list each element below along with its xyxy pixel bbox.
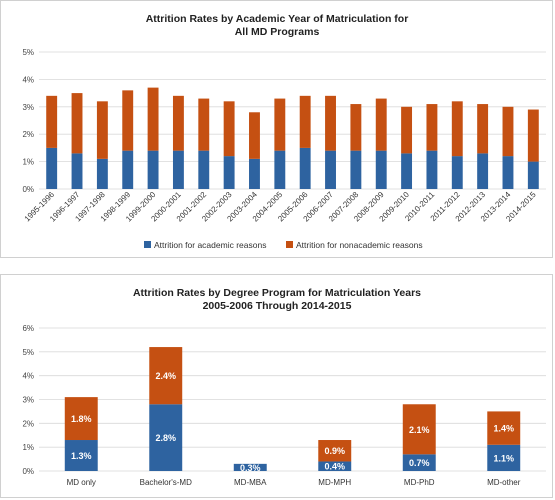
bar-segment-nonacademic — [527, 109, 539, 162]
bar-segment-academic — [198, 150, 210, 189]
bar-segment-academic — [502, 156, 514, 189]
x-tick-label: MD-MBA — [234, 478, 267, 487]
bar-segment-nonacademic — [172, 95, 184, 151]
bar-segment-academic — [122, 150, 134, 189]
x-tick-label: MD-other — [487, 478, 521, 487]
bar-segment-nonacademic — [149, 347, 183, 405]
bar-segment-nonacademic — [426, 104, 438, 151]
x-tick-label: Bachelor's-MD — [140, 478, 192, 487]
data-label: 0.7% — [409, 458, 430, 468]
bar-segment-nonacademic — [318, 440, 352, 462]
y-tick-label: 2% — [22, 419, 34, 428]
data-label: 0.3% — [240, 463, 261, 473]
bar-segment-nonacademic — [64, 397, 98, 441]
data-label: 0.4% — [324, 462, 345, 472]
bar-segment-academic — [477, 153, 489, 189]
data-label: 0.9% — [324, 446, 345, 456]
chart-panel-by-year: Attrition Rates by Academic Year of Matr… — [0, 0, 553, 258]
bar-segment-nonacademic — [375, 98, 387, 151]
x-tick-label: MD-PhD — [404, 478, 435, 487]
bar-segment-nonacademic — [122, 90, 134, 151]
bar-segment-academic — [96, 158, 108, 189]
bar-segment-academic — [299, 147, 311, 189]
legend-label-academic: Attrition for academic reasons — [154, 240, 266, 250]
x-tick-label: MD-MPH — [318, 478, 351, 487]
data-label: 2.1% — [409, 425, 430, 435]
bar-segment-nonacademic — [402, 404, 436, 455]
bar-segment-academic — [274, 150, 286, 189]
legend-label-nonacademic: Attrition for nonacademic reasons — [296, 240, 423, 250]
bar-segment-academic — [527, 161, 539, 189]
bar-segment-nonacademic — [401, 106, 413, 154]
bar-segment-nonacademic — [198, 98, 210, 151]
bar-segment-nonacademic — [477, 104, 489, 154]
data-label: 1.8% — [71, 414, 92, 424]
bar-segment-nonacademic — [451, 101, 463, 157]
bar-segment-academic — [46, 147, 58, 189]
bar-segment-academic — [318, 461, 352, 471]
x-tick-label: MD only — [67, 478, 96, 487]
bar-segment-nonacademic — [487, 411, 521, 445]
bar-segment-nonacademic — [249, 112, 260, 159]
bar-segment-academic — [375, 150, 387, 189]
bar-segment-academic — [401, 153, 413, 189]
bar-segment-nonacademic — [46, 95, 58, 148]
bar-segment-nonacademic — [71, 93, 83, 154]
legend-swatch-nonacademic — [286, 241, 293, 248]
y-tick-label: 5% — [22, 48, 34, 57]
data-label: 1.1% — [493, 453, 514, 463]
bar-segment-nonacademic — [299, 95, 311, 148]
bar-segment-academic — [451, 156, 463, 189]
bar-segment-academic — [64, 440, 98, 471]
y-tick-label: 0% — [22, 467, 34, 476]
data-label: 2.8% — [155, 433, 176, 443]
y-tick-label: 2% — [22, 130, 34, 139]
chart-title: Attrition Rates by Academic Year of Matr… — [146, 13, 409, 25]
chart-by-program: Attrition Rates by Degree Program for Ma… — [22, 287, 546, 487]
bar-segment-academic — [233, 463, 267, 471]
legend: Attrition for academic reasons Attrition… — [144, 240, 423, 250]
legend-swatch-academic — [144, 241, 151, 248]
bar-segment-academic — [172, 150, 184, 189]
bar-segment-academic — [71, 153, 83, 189]
bar-segment-academic — [402, 454, 436, 471]
bar-segment-nonacademic — [274, 98, 286, 151]
y-tick-label: 4% — [22, 75, 34, 84]
y-tick-label: 0% — [22, 185, 34, 194]
data-label: 2.4% — [155, 371, 176, 381]
bar-segment-nonacademic — [350, 104, 362, 151]
chart-panel-by-program: Attrition Rates by Degree Program for Ma… — [0, 274, 553, 498]
bar-segment-academic — [325, 150, 336, 189]
y-tick-label: 6% — [22, 324, 34, 333]
chart-subtitle: All MD Programs — [235, 26, 320, 38]
chart-subtitle: 2005-2006 Through 2014-2015 — [203, 300, 352, 312]
bar-segment-academic — [223, 156, 235, 189]
data-label: 1.4% — [493, 424, 514, 434]
chart-title: Attrition Rates by Degree Program for Ma… — [133, 287, 421, 299]
bar-segment-academic — [350, 150, 362, 189]
bar-segment-academic — [149, 404, 183, 471]
chart-by-year: Attrition Rates by Academic Year of Matr… — [22, 13, 546, 250]
bar-segment-academic — [426, 150, 438, 189]
y-tick-label: 1% — [22, 443, 34, 452]
y-tick-label: 5% — [22, 348, 34, 357]
bar-segment-nonacademic — [325, 95, 336, 151]
y-tick-label: 3% — [22, 103, 34, 112]
data-label: 1.3% — [71, 451, 92, 461]
bar-segment-nonacademic — [96, 101, 108, 159]
bar-segment-nonacademic — [147, 87, 159, 151]
bar-segment-nonacademic — [223, 101, 235, 157]
bar-segment-nonacademic — [502, 106, 514, 157]
bar-segment-academic — [487, 444, 521, 471]
bar-segment-academic — [249, 158, 260, 189]
bar-segment-academic — [147, 150, 159, 189]
y-tick-label: 4% — [22, 372, 34, 381]
y-tick-label: 3% — [22, 396, 34, 405]
y-tick-label: 1% — [22, 158, 34, 167]
